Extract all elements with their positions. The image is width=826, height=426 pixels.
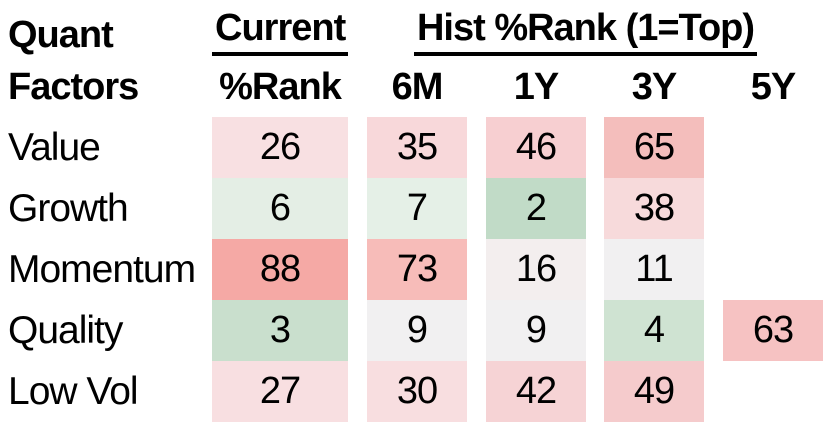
heatmap-cell: 2 [486,178,586,239]
heatmap-cell-empty [723,178,823,239]
row-label: Value [8,125,101,169]
heatmap-cell: 11 [604,239,704,300]
table-title-line1: Quant [8,14,114,57]
heatmap-cell-empty [723,117,823,178]
current-group-header: Current [212,8,349,56]
heatmap-cell: 65 [604,117,704,178]
heatmap-cell: 49 [604,361,704,422]
header-group-row: Quant Current Hist %Rank (1=Top) [0,0,826,62]
row-label: Low Vol [8,369,139,413]
table-row-quality: Quality 3 9 9 4 63 [0,300,826,361]
col-header-3y: 3Y [631,66,677,109]
table-row-value: Value 26 35 46 65 [0,117,826,178]
heatmap-cell: 73 [367,239,467,300]
heatmap-cell: 9 [367,300,467,361]
row-label: Momentum [8,247,196,291]
heatmap-cell: 9 [486,300,586,361]
col-header-5y: 5Y [750,66,796,109]
heatmap-cell: 30 [367,361,467,422]
hist-group-header: Hist %Rank (1=Top) [413,8,758,56]
heatmap-cell: 6 [212,178,348,239]
row-label: Growth [8,186,129,230]
heatmap-cell: 38 [604,178,704,239]
heatmap-cell: 88 [212,239,348,300]
table-row-growth: Growth 6 7 2 38 [0,178,826,239]
heatmap-cell: 27 [212,361,348,422]
heatmap-cell-empty [723,239,823,300]
heatmap-cell-empty [723,361,823,422]
heatmap-cell: 42 [486,361,586,422]
heatmap-cell: 46 [486,117,586,178]
header-column-row: Factors %Rank 6M 1Y 3Y 5Y [0,62,826,117]
heatmap-cell: 35 [367,117,467,178]
row-label: Quality [8,308,123,352]
heatmap-cell: 26 [212,117,348,178]
heatmap-cell: 16 [486,239,586,300]
table-row-low-vol: Low Vol 27 30 42 49 [0,361,826,422]
table-title-line2: Factors [8,66,139,109]
table-row-momentum: Momentum 88 73 16 11 [0,239,826,300]
col-header-1y: 1Y [513,66,559,109]
heatmap-cell: 7 [367,178,467,239]
heatmap-cell: 4 [604,300,704,361]
heatmap-cell: 3 [212,300,348,361]
heatmap-cell: 63 [723,300,823,361]
col-header-current-rank: %Rank [219,66,342,109]
col-header-6m: 6M [391,66,444,109]
